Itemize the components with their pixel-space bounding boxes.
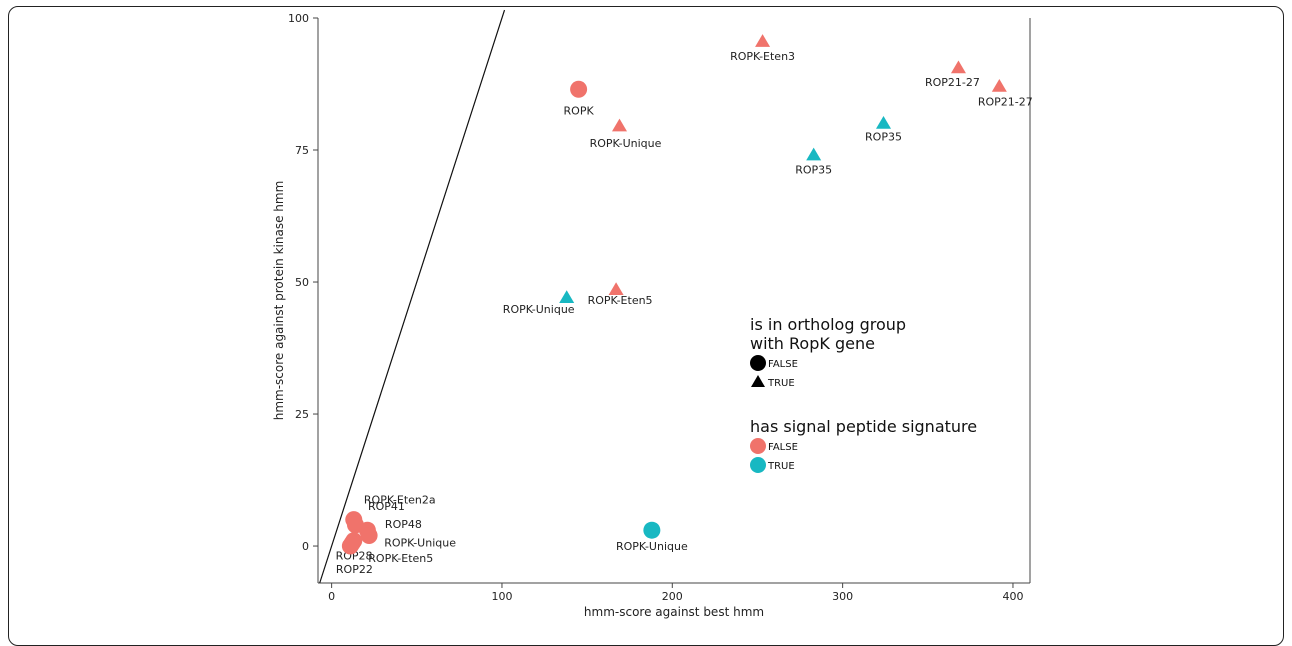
data-point-triangle xyxy=(755,34,771,47)
y-tick-label: 25 xyxy=(295,408,309,421)
data-point-circle xyxy=(570,80,588,98)
data-point-circle xyxy=(643,521,661,539)
point-label: ROP22 xyxy=(336,563,373,576)
scatter-chart: 0 100 200 300 400 0 25 50 75 100 hmm-score against… xyxy=(272,9,1033,619)
legend-key-circle xyxy=(750,457,766,473)
point-label: ROPK-Eten5 xyxy=(368,552,433,565)
legend-key-triangle xyxy=(751,375,765,387)
y-tick-label: 75 xyxy=(295,144,309,157)
data-point-triangle xyxy=(876,115,892,129)
legend-title: with RopK gene xyxy=(750,334,875,353)
legend-key-circle xyxy=(750,438,766,454)
x-tick-label: 400 xyxy=(1002,590,1023,603)
legend-title: has signal peptide signature xyxy=(750,417,977,436)
legend-title: is in ortholog group xyxy=(750,315,906,334)
x-tick-label: 200 xyxy=(662,590,683,603)
x-tick-label: 100 xyxy=(491,590,512,603)
legend-item-label: TRUE xyxy=(767,378,795,389)
point-label: ROPK-Unique xyxy=(384,536,456,549)
x-tick-label: 300 xyxy=(832,590,853,603)
point-label: ROP35 xyxy=(865,131,902,144)
point-label: ROPK-Eten3 xyxy=(730,50,795,63)
point-label: ROP21-27 xyxy=(925,76,980,89)
data-point-triangle xyxy=(806,147,822,161)
point-label: ROPK-Eten5 xyxy=(588,294,653,307)
point-label: ROPK-Unique xyxy=(503,303,575,316)
y-axis-title: hmm-score against protein kinase hmm xyxy=(272,181,286,421)
data-point-triangle xyxy=(950,60,966,74)
legend-item-label: FALSE xyxy=(768,442,798,453)
point-label: ROP41 xyxy=(368,500,405,513)
data-point-triangle xyxy=(608,282,624,296)
point-label: ROP28 xyxy=(336,549,373,562)
y-tick-label: 100 xyxy=(288,12,309,25)
legend-item-label: TRUE xyxy=(767,461,795,472)
point-label: ROP35 xyxy=(795,163,832,176)
point-label: ROPK-Unique xyxy=(616,540,688,553)
data-point-triangle xyxy=(559,290,575,303)
data-point-circle xyxy=(341,537,359,555)
y-tick-label: 0 xyxy=(302,540,309,553)
point-label: ROP48 xyxy=(385,518,422,531)
reference-line xyxy=(319,9,506,584)
data-point-triangle xyxy=(991,78,1007,92)
point-label: ROP21-27 xyxy=(978,96,1033,109)
point-label: ROPK xyxy=(564,104,595,117)
point-label: ROPK-Unique xyxy=(590,137,662,150)
legend-item-label: FALSE xyxy=(768,359,798,370)
data-point-circle xyxy=(360,526,378,544)
y-tick-label: 50 xyxy=(295,276,309,289)
x-axis-title: hmm-score against best hmm xyxy=(584,605,764,619)
x-tick-label: 0 xyxy=(328,590,335,603)
legend-key-circle xyxy=(750,355,766,371)
data-point-triangle xyxy=(611,118,627,132)
point-label: ROPK-Eten2a xyxy=(364,494,436,507)
